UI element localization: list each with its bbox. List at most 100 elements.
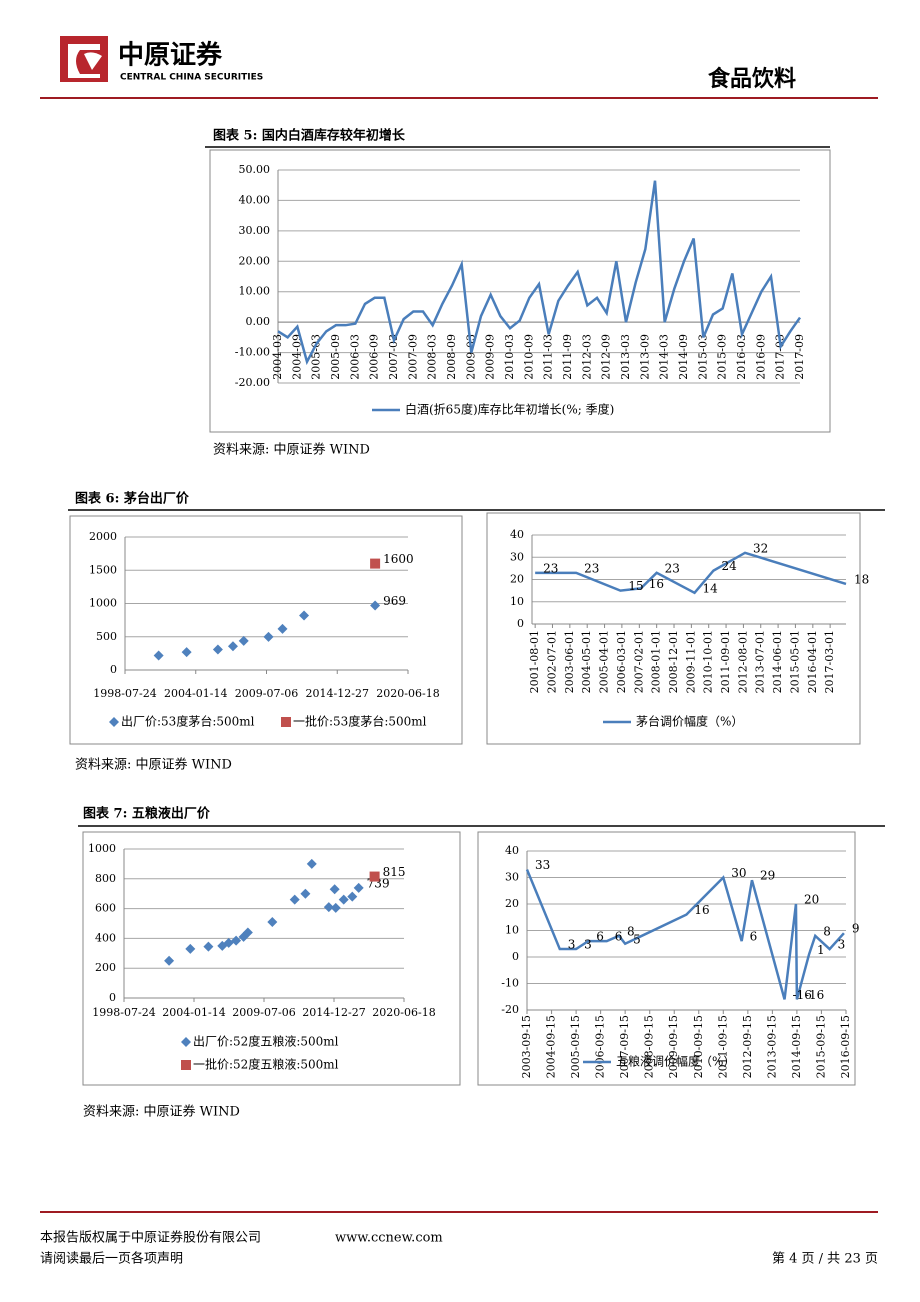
- x-tick-label: 2013-09-15: [765, 1015, 778, 1078]
- copyright: 本报告版权属于中原证券股份有限公司: [40, 1230, 261, 1246]
- y-tick-label: 50.00: [239, 163, 271, 176]
- data-label: 5: [633, 932, 641, 946]
- y-tick-label: 30.00: [239, 224, 271, 237]
- figure-source: 资料来源: 中原证券 WIND: [213, 442, 370, 458]
- x-tick-label: 2004-09: [290, 334, 303, 380]
- x-tick-label: 2008-09-15: [643, 1015, 656, 1078]
- x-tick-label: 2009-11-01: [684, 630, 697, 693]
- data-label: 1: [817, 943, 825, 957]
- x-tick-label: 2002-07-01: [545, 630, 558, 693]
- x-tick-label: 2008-09: [445, 334, 458, 380]
- x-tick-label: 2014-12-27: [302, 1006, 365, 1019]
- data-label: 3: [584, 938, 592, 952]
- data-label: 8: [627, 924, 635, 938]
- section-title: 食品饮料: [708, 66, 796, 92]
- marker: [153, 650, 164, 661]
- y-tick-label: -10.00: [235, 346, 270, 359]
- data-label: -16: [805, 988, 824, 1002]
- data-label: -16: [793, 988, 812, 1002]
- y-tick-label: -10: [501, 977, 519, 990]
- data-label: 24: [721, 559, 737, 573]
- data-label: 16: [649, 577, 664, 591]
- x-tick-label: 2013-03: [619, 334, 632, 380]
- y-tick-label: 1000: [89, 597, 117, 610]
- y-tick-label: 20: [505, 897, 519, 910]
- x-tick-label: 2009-07-06: [235, 687, 298, 700]
- data-label: 18: [854, 572, 869, 586]
- y-tick-label: 20: [510, 573, 524, 586]
- x-tick-label: 2017-03: [774, 334, 787, 380]
- marker: [289, 894, 300, 905]
- x-tick-label: 2012-09: [600, 334, 613, 380]
- marker: [370, 558, 381, 569]
- marker: [231, 935, 242, 946]
- x-tick-label: 2016-04-01: [806, 630, 819, 693]
- x-tick-label: 2011-09-15: [716, 1015, 729, 1078]
- x-tick-label: 2006-03: [348, 334, 361, 380]
- y-tick-label: 400: [95, 931, 116, 944]
- marker: [203, 941, 214, 952]
- marker: [185, 943, 196, 954]
- x-tick-label: 2004-03: [271, 334, 284, 380]
- line-series: [277, 180, 802, 366]
- data-label: 969: [383, 594, 406, 608]
- data-label: 1600: [383, 552, 414, 566]
- data-label: 3: [838, 938, 846, 952]
- marker: [329, 884, 340, 895]
- marker: [299, 610, 310, 621]
- x-tick-label: 2005-04-01: [598, 630, 611, 693]
- x-tick-label: 2007-09-15: [618, 1015, 631, 1078]
- legend-label: 出厂价:53度茅台:500ml: [121, 714, 255, 729]
- x-tick-label: 2011-03: [542, 334, 555, 380]
- marker: [323, 902, 334, 913]
- page-number: 第 4 页 / 共 23 页: [772, 1252, 878, 1267]
- x-tick-label: 2013-09: [638, 334, 651, 380]
- figure-title: 图表 5: 国内白酒库存较年初增长: [213, 128, 406, 144]
- x-tick-label: 2015-05-01: [788, 630, 801, 693]
- marker: [164, 955, 175, 966]
- x-tick-label: 2006-09: [368, 334, 381, 380]
- marker: [238, 635, 249, 646]
- x-tick-label: 2020-06-18: [372, 1006, 435, 1019]
- data-label: 14: [703, 581, 719, 595]
- legend-label: 茅台调价幅度（%）: [636, 714, 743, 729]
- data-label: 3: [568, 938, 576, 952]
- data-label: 815: [383, 865, 406, 879]
- legend-label: 一批价:52度五粮液:500ml: [193, 1057, 339, 1072]
- x-tick-label: 2006-03-01: [615, 630, 628, 693]
- marker: [263, 631, 274, 642]
- company-name-en: CENTRAL CHINA SECURITIES: [120, 73, 263, 83]
- figure-source: 资料来源: 中原证券 WIND: [75, 757, 232, 773]
- marker: [353, 882, 364, 893]
- marker: [338, 894, 349, 905]
- x-tick-label: 2003-09-15: [520, 1015, 533, 1078]
- data-label: 32: [753, 541, 768, 555]
- website: www.ccnew.com: [335, 1231, 443, 1246]
- marker: [227, 641, 238, 652]
- legend-swatch: [109, 717, 119, 727]
- x-tick-label: 2006-09-15: [594, 1015, 607, 1078]
- marker: [277, 623, 288, 634]
- x-tick-label: 2014-09-15: [790, 1015, 803, 1078]
- y-tick-label: 600: [95, 902, 116, 915]
- y-tick-label: 0: [110, 663, 117, 676]
- y-tick-label: 10: [505, 924, 519, 937]
- chart-frame: [486, 512, 861, 745]
- x-tick-label: 2008-12-01: [667, 630, 680, 693]
- figure-title: 图表 7: 五粮液出厂价: [83, 806, 211, 822]
- legend-label: 白酒(折65度)库存比年初增长(%; 季度): [405, 402, 614, 417]
- x-tick-label: 2007-03: [387, 334, 400, 380]
- x-tick-label: 2007-02-01: [632, 630, 645, 693]
- legend-swatch: [181, 1060, 191, 1070]
- data-label: 15: [628, 579, 643, 593]
- x-tick-label: 2011-09-01: [719, 630, 732, 693]
- x-tick-label: 2010-10-01: [702, 630, 715, 693]
- y-tick-label: 30: [505, 871, 519, 884]
- x-tick-label: 2005-09: [329, 334, 342, 380]
- y-tick-label: 10.00: [239, 285, 271, 298]
- x-tick-label: 2013-07-01: [754, 630, 767, 693]
- x-tick-label: 2014-12-27: [306, 687, 369, 700]
- data-label: 23: [584, 561, 599, 575]
- x-tick-label: 2011-09: [561, 334, 574, 380]
